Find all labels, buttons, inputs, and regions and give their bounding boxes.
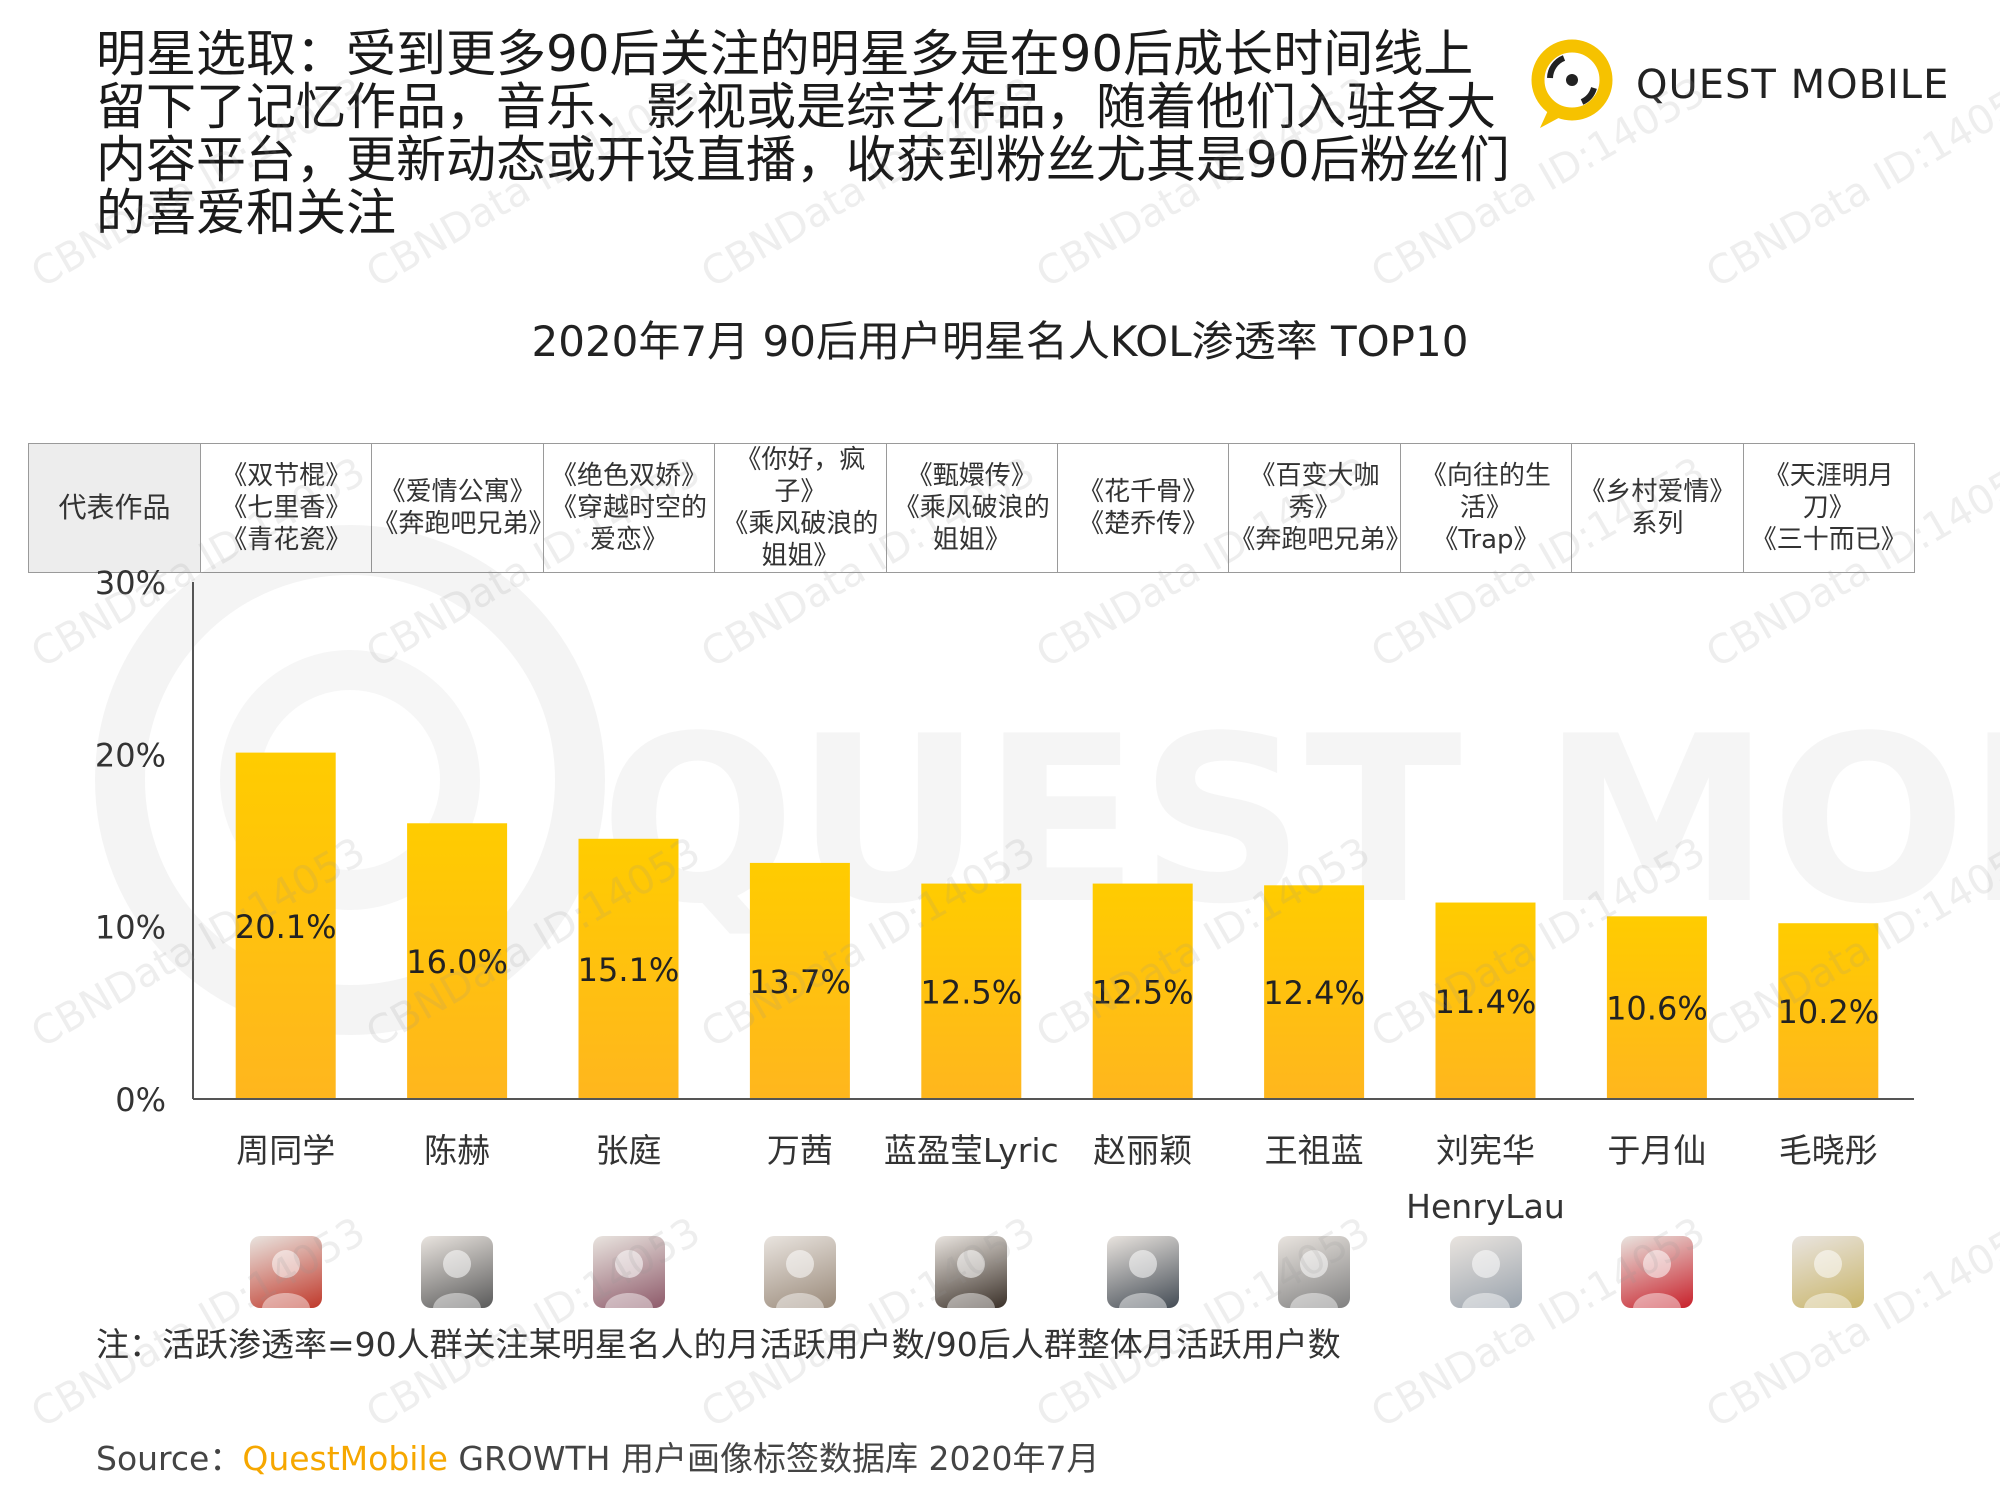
- watermark-text: CBNData ID:14053: [693, 828, 1044, 1058]
- bar: [1435, 902, 1536, 1099]
- y-tick-label: 0%: [115, 1081, 166, 1119]
- x-tick-label: 于月仙: [1607, 1131, 1706, 1170]
- bar: [1264, 885, 1365, 1099]
- avatar-yuyuexian-icon: [1620, 1236, 1693, 1308]
- x-tick-label: 毛晓彤: [1779, 1131, 1878, 1170]
- watermark-text: CBNData ID:14053: [1028, 828, 1379, 1058]
- avatar-liuxianhua-icon: [1449, 1236, 1522, 1308]
- works-cell: 《甄嬛传》 《乘风破浪的 姐姐》: [885, 443, 1058, 573]
- x-tick-label: 赵丽颖: [1093, 1131, 1192, 1170]
- avatar-zhaoliying-icon: [1106, 1236, 1179, 1308]
- source-label: Source：: [96, 1439, 243, 1478]
- avatar-maoxiaotong-icon: [1792, 1236, 1865, 1308]
- works-cell: 《双节棍》 《七里香》 《青花瓷》: [199, 443, 373, 573]
- works-cell: 《乡村爱情》 系列: [1571, 443, 1744, 573]
- bar-value-label: 12.5%: [1092, 973, 1194, 1011]
- works-cell: 《向往的生活》 《Trap》: [1399, 443, 1573, 573]
- works-row: 代表作品 《双节棍》 《七里香》 《青花瓷》 《爱情公寓》 《奔跑吧兄弟》 《绝…: [28, 443, 1915, 573]
- x-tick-label: 万茜: [767, 1131, 833, 1170]
- bar-value-label: 13.7%: [749, 963, 851, 1001]
- logo-text: QUEST MOBILE: [1636, 62, 1950, 108]
- bar-value-label: 15.1%: [578, 951, 680, 989]
- watermark-text: CBNData ID:14053: [358, 828, 709, 1058]
- works-table: 代表作品 《双节棍》 《七里香》 《青花瓷》 《爱情公寓》 《奔跑吧兄弟》 《绝…: [28, 443, 1915, 573]
- bar-value-label: 12.5%: [920, 973, 1022, 1011]
- watermark-text: CBNData ID:14053: [23, 828, 374, 1058]
- x-tick-label: 刘宪华: [1436, 1131, 1535, 1170]
- bar: [235, 752, 336, 1099]
- source-brand: QuestMobile: [242, 1439, 448, 1478]
- works-cell: 《绝色双娇》 《穿越时空的 爱恋》: [542, 443, 716, 573]
- works-cell: 《百变大咖秀》 《奔跑吧兄弟》: [1228, 443, 1401, 573]
- bar: [1606, 916, 1707, 1099]
- x-tick-label: 王祖蓝: [1265, 1131, 1364, 1170]
- watermark-text: CBNData ID:14053: [1698, 828, 2000, 1058]
- bar: [1092, 883, 1193, 1099]
- avatar-zhangting-icon: [592, 1236, 665, 1308]
- works-cell: 《你好，疯子》 《乘风破浪的 姐姐》: [714, 443, 887, 573]
- source-rest: GROWTH 用户画像标签数据库 2020年7月: [447, 1439, 1100, 1478]
- avatar-wanqian-icon: [763, 1236, 836, 1308]
- works-cell: 《爱情公寓》 《奔跑吧兄弟》: [371, 443, 544, 573]
- x-tick-label: 蓝盈莹Lyric: [884, 1131, 1059, 1170]
- bar-value-label: 11.4%: [1435, 983, 1537, 1021]
- x-tick-label: 陈赫: [424, 1131, 490, 1170]
- bar-value-label: 20.1%: [235, 908, 337, 946]
- questmobile-logo-icon: [1531, 39, 1613, 128]
- y-tick-label: 10%: [95, 909, 166, 947]
- works-row-header: 代表作品: [28, 443, 201, 573]
- x-tick-label: 周同学: [236, 1131, 335, 1170]
- background-logo-watermark: QUEST MOBILE: [95, 525, 2000, 1035]
- bar: [749, 862, 850, 1099]
- works-cell: 《天涯明月刀》 《三十而已》: [1742, 443, 1915, 573]
- bar-value-label: 12.4%: [1263, 974, 1365, 1012]
- svg-text:QUEST MOBILE: QUEST MOBILE: [600, 688, 2000, 955]
- bar: [578, 838, 679, 1099]
- avatar-chenhe-icon: [421, 1236, 494, 1308]
- x-tick-label: 张庭: [596, 1131, 662, 1170]
- bar-value-label: 10.6%: [1606, 990, 1708, 1028]
- bar-value-label: 10.2%: [1777, 993, 1879, 1031]
- bar: [407, 823, 508, 1099]
- bar: [921, 883, 1022, 1099]
- avatar-zhoutongxue-icon: [249, 1236, 322, 1308]
- footnote: 注：活跃渗透率=90人群关注某明星名人的月活跃用户数/90后人群整体月活跃用户数: [96, 1325, 1341, 1364]
- works-cell: 《花千骨》 《楚乔传》: [1056, 443, 1230, 573]
- x-tick-label: HenryLau: [1406, 1187, 1565, 1226]
- bar: [1778, 923, 1879, 1099]
- bar-value-label: 16.0%: [406, 943, 508, 981]
- page-headline: 明星选取：受到更多90后关注的明星多是在90后成长时间线上留下了记忆作品，音乐、…: [96, 25, 1510, 242]
- avatar-wangzulan-icon: [1278, 1236, 1351, 1308]
- source-line: Source：QuestMobile GROWTH 用户画像标签数据库 2020…: [96, 1432, 1099, 1480]
- y-tick-label: 20%: [95, 736, 166, 774]
- watermark-text: CBNData ID:14053: [1363, 828, 1714, 1058]
- questmobile-logo: QUEST MOBILE: [1520, 28, 1980, 148]
- avatar-lanyingying-icon: [935, 1236, 1008, 1308]
- chart-title: 2020年7月 90后用户明星名人KOL渗透率 TOP10: [531, 317, 1469, 366]
